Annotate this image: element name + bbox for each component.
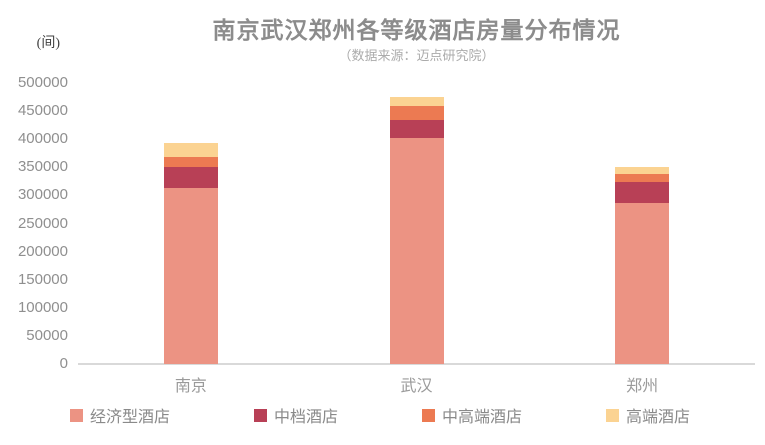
legend-swatch-icon	[70, 408, 83, 422]
chart-legend: 经济型酒店 中档酒店 中高端酒店 高端酒店	[70, 403, 690, 427]
legend-swatch-icon	[605, 408, 619, 422]
legend-item: 中档酒店	[253, 403, 338, 427]
y-tick-label: 50000	[26, 326, 68, 344]
y-tick-label: 200000	[17, 242, 68, 260]
legend-label: 经济型酒店	[90, 409, 171, 426]
bar-segment	[615, 174, 670, 183]
bar-segment	[163, 188, 218, 364]
bar-segment	[389, 138, 444, 364]
y-tick-label: 0	[59, 355, 68, 372]
y-tick-label: 100000	[17, 298, 68, 316]
x-axis-line	[78, 363, 755, 365]
y-tick-label: 250000	[17, 214, 68, 232]
legend-item: 中高端酒店	[421, 403, 522, 427]
y-tick-label: 450000	[17, 102, 68, 120]
chart-subtitle: （数据来源：迈点研究院）	[338, 48, 495, 63]
bar-segment	[615, 167, 670, 175]
legend-label: 高端酒店	[625, 409, 690, 426]
bar-segment	[389, 106, 444, 121]
y-tick-label: 150000	[17, 270, 68, 288]
bar-segment	[163, 157, 218, 168]
category-label: 南京	[174, 378, 207, 395]
y-axis: 0 50000 100000 150000 200000 250000 300000 3500…	[0, 75, 68, 372]
category-label: 郑州	[626, 378, 659, 395]
legend-item: 经济型酒店	[70, 403, 170, 427]
bar-segment	[389, 120, 444, 139]
y-tick-label: 300000	[17, 186, 68, 204]
y-tick-label: 400000	[17, 130, 68, 148]
y-tick-label: 500000	[17, 74, 68, 91]
bar-stack-2	[389, 97, 444, 364]
legend-label: 中高端酒店	[441, 409, 522, 426]
plot-area	[78, 83, 755, 365]
legend-swatch-icon	[253, 408, 267, 422]
legend-swatch-icon	[421, 408, 435, 422]
bar-segment	[389, 97, 444, 107]
bar-segment	[615, 203, 670, 364]
category-label: 武汉	[400, 378, 433, 395]
bar-segment	[615, 182, 670, 204]
y-tick-label: 350000	[17, 158, 68, 176]
y-axis-unit-label: (间)	[36, 36, 60, 51]
bar-stack-3	[615, 167, 670, 364]
legend-label: 中档酒店	[273, 409, 338, 426]
bar-segment	[163, 143, 218, 158]
legend-item: 高端酒店	[605, 403, 690, 427]
x-axis-labels: 南京 武汉 郑州	[78, 372, 755, 396]
bar-segment	[163, 167, 218, 189]
chart-title: 南京武汉郑州各等级酒店房量分布情况	[212, 18, 621, 43]
bar-stack-1	[163, 143, 218, 364]
